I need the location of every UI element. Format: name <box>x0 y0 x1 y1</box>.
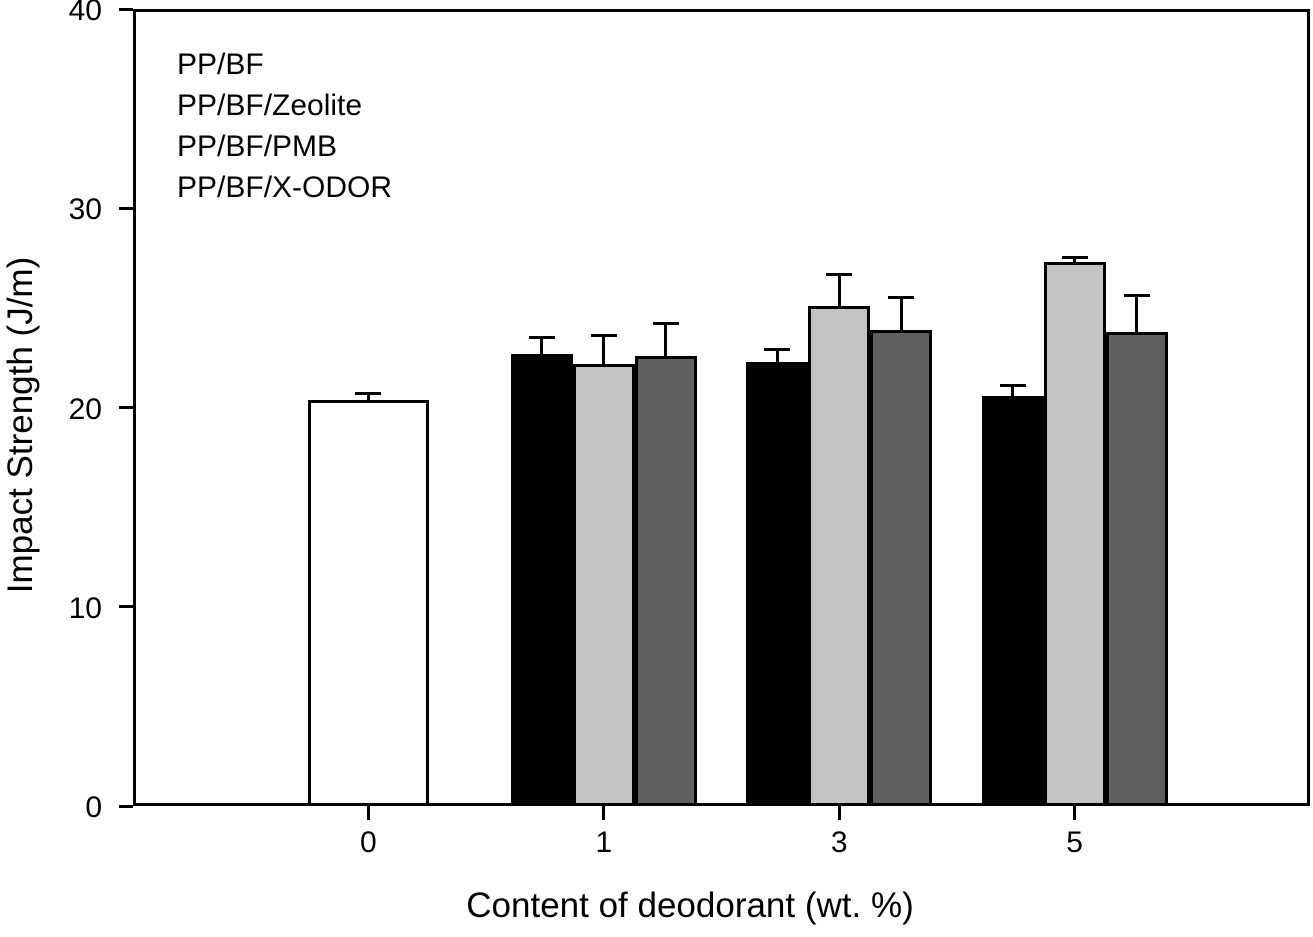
error-bar-cap <box>764 348 791 352</box>
error-bar-cap <box>528 336 555 340</box>
error-bar-stem <box>366 393 370 400</box>
x-tick <box>366 806 370 820</box>
error-bar-stem <box>540 337 544 354</box>
y-tick <box>119 406 133 409</box>
error-bar-stem <box>1073 257 1077 263</box>
legend-item: PP/BF/PMB <box>177 130 338 163</box>
x-tick-label: 5 <box>1066 826 1083 859</box>
error-bar-cap <box>1061 255 1088 259</box>
error-bar-stem <box>664 323 668 356</box>
y-tick-label: 10 <box>68 591 102 625</box>
error-bar-stem <box>775 349 779 362</box>
x-tick-label: 3 <box>830 826 848 859</box>
bar <box>510 353 573 806</box>
y-tick-label: 40 <box>68 0 102 27</box>
plot-area <box>133 9 1310 806</box>
bar <box>572 363 635 806</box>
error-bar-cap <box>826 272 853 276</box>
bar <box>746 361 809 806</box>
error-bar-cap <box>1123 294 1150 298</box>
error-bar-stem <box>602 335 606 364</box>
error-bar-cap <box>888 296 915 300</box>
bar <box>1043 262 1106 806</box>
x-tick <box>1073 806 1077 820</box>
bar <box>870 329 933 806</box>
error-bar-cap <box>999 384 1026 388</box>
y-tick-label: 20 <box>68 392 102 426</box>
error-bar-cap <box>355 392 382 396</box>
y-tick <box>119 206 133 210</box>
x-tick-label: 1 <box>595 826 613 859</box>
bar <box>808 305 871 806</box>
x-tick <box>602 806 606 820</box>
y-tick-label: 0 <box>85 791 102 824</box>
bar <box>634 355 697 806</box>
bar <box>307 399 429 806</box>
legend-item: PP/BF/Zeolite <box>177 89 363 122</box>
error-bar-stem <box>1135 295 1139 332</box>
bar <box>981 395 1044 806</box>
error-bar-cap <box>652 322 679 326</box>
x-tick <box>837 806 841 820</box>
x-tick-label: 0 <box>360 826 377 859</box>
error-bar-stem <box>837 274 841 306</box>
error-bar-stem <box>1011 385 1015 396</box>
bar <box>1105 331 1168 806</box>
legend-item: PP/BF/X-ODOR <box>177 171 393 204</box>
legend-item: PP/BF <box>177 48 264 81</box>
x-axis-title: Content of deodorant (wt. %) <box>466 886 914 925</box>
error-bar-cap <box>590 334 617 338</box>
y-tick <box>119 605 133 609</box>
y-tick <box>119 7 133 11</box>
y-tick-label: 30 <box>68 193 102 227</box>
y-tick <box>119 804 133 808</box>
error-bar-stem <box>899 297 903 330</box>
legend: PP/BF PP/BF/Zeolite PP/BF/PMB PP/BF/X-ODOR <box>177 44 392 208</box>
